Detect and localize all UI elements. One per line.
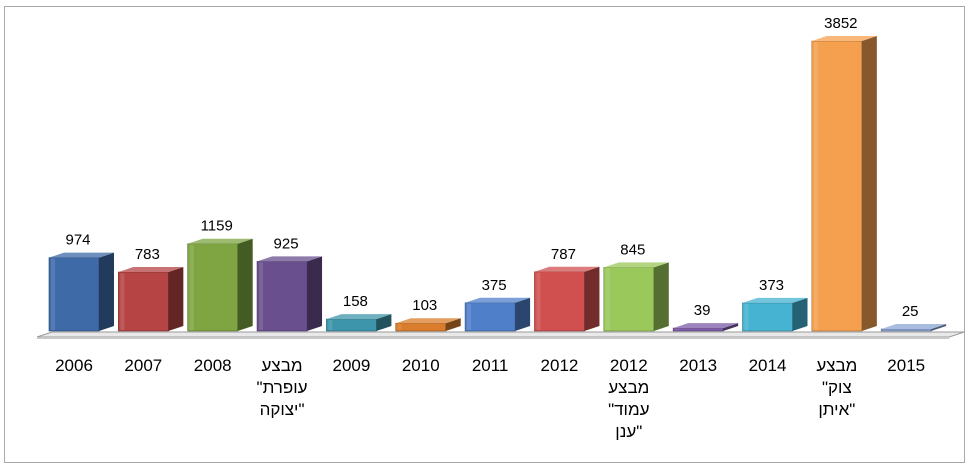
chart-floor-edge [37, 337, 950, 339]
bar [187, 238, 253, 332]
bar-side [168, 267, 184, 331]
data-label: 39 [694, 302, 711, 319]
bar-side [931, 324, 947, 331]
bar-top [742, 297, 808, 303]
data-label: 783 [135, 246, 160, 263]
bar-top [326, 314, 392, 320]
bar-front [880, 328, 932, 332]
data-label: 25 [902, 303, 919, 320]
bar-side [653, 262, 669, 331]
bar-highlight [397, 324, 402, 330]
chart-floor [36, 331, 965, 338]
bar-side [723, 323, 739, 331]
data-label: 1159 [201, 218, 233, 235]
bar-front [464, 302, 516, 332]
data-label: 787 [551, 246, 576, 263]
data-label: 158 [343, 293, 368, 310]
bar-top [257, 256, 323, 262]
bar-front [256, 261, 308, 332]
bar-front [326, 318, 377, 332]
bar-side [99, 252, 114, 331]
bar-top [187, 238, 253, 244]
bar-side [792, 297, 808, 331]
bar-top [603, 262, 669, 268]
bar-front [603, 267, 655, 332]
bar-highlight [813, 42, 818, 330]
bar-top [118, 267, 184, 273]
chart-frame: 974 2006 783 2007 1159 2008 925 מבצע "עופרת יצוקה… [4, 6, 965, 463]
bar-front [48, 257, 100, 332]
bar-top [673, 323, 739, 329]
bar [534, 266, 600, 332]
bar-side [307, 256, 323, 331]
bar [880, 324, 947, 332]
data-label: 373 [759, 277, 784, 294]
bar-highlight [328, 320, 333, 330]
bar-top [534, 266, 600, 272]
category-label: 2009 [332, 356, 370, 375]
bar-top [49, 252, 114, 258]
data-label: 925 [274, 235, 299, 252]
data-label: 845 [620, 241, 645, 258]
data-label: 103 [412, 297, 437, 314]
bar-side [445, 318, 461, 331]
bar [464, 297, 531, 332]
bar-highlight [259, 262, 264, 330]
category-label: 2010 [402, 356, 440, 375]
category-label: מבצע "צוק איתן" [816, 356, 857, 419]
bar-highlight [467, 303, 472, 330]
bar [672, 323, 739, 332]
bar [603, 262, 669, 332]
bar-side [237, 238, 253, 331]
bar-highlight [189, 244, 194, 330]
bar [326, 314, 392, 332]
category-label: 2013 [679, 356, 717, 375]
bar [256, 256, 323, 332]
bar [118, 267, 184, 332]
category-label: 2011 [472, 356, 509, 375]
bar [48, 252, 114, 332]
bar-top [395, 318, 461, 324]
bar-highlight [536, 272, 541, 330]
data-label: 3852 [824, 15, 857, 32]
data-label: 974 [65, 232, 90, 249]
data-label: 375 [482, 277, 507, 294]
bar-highlight [675, 329, 680, 330]
bar [742, 297, 808, 332]
category-label: 2006 [55, 356, 93, 375]
bar-highlight [744, 303, 749, 330]
bar-side [584, 266, 600, 331]
bar-top [465, 297, 531, 303]
bar-side [515, 297, 531, 331]
category-label: מבצע "עופרת יצוקה" [257, 356, 308, 419]
bar-front [118, 271, 169, 332]
category-label: 2007 [124, 356, 162, 375]
bar-front [395, 322, 447, 332]
bar [811, 36, 877, 332]
category-label: 2014 [749, 356, 787, 375]
category-label: 2008 [194, 356, 232, 375]
bar-top [881, 324, 947, 329]
bar-highlight [605, 268, 610, 330]
bar-side [861, 36, 877, 331]
bar-front [187, 243, 238, 332]
bar-chart: 974 2006 783 2007 1159 2008 925 מבצע "עופרת יצוקה… [36, 15, 965, 441]
bar-side [376, 314, 392, 331]
bar-front [742, 302, 793, 332]
bar-front [672, 327, 724, 332]
bar-highlight [51, 258, 55, 330]
bar-front [811, 40, 863, 332]
category-label: 2012 [541, 356, 579, 375]
bar-front [534, 271, 585, 332]
bar-top [811, 36, 877, 41]
category-label: 2015 [887, 356, 925, 375]
bar-highlight [120, 273, 125, 330]
category-label: 2012 מבצע "עמוד ענן" [608, 356, 650, 441]
bar [395, 318, 461, 332]
